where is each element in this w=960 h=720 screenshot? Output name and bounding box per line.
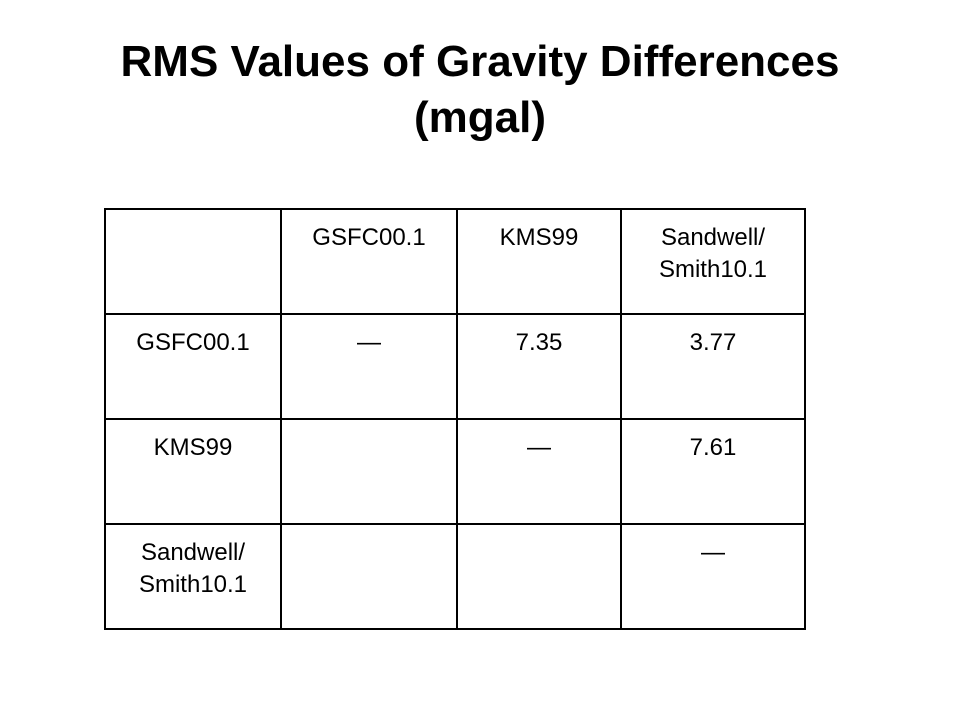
slide-title-line-1: RMS Values of Gravity Differences bbox=[120, 37, 840, 86]
table-cell: — bbox=[280, 313, 458, 420]
table-cell: — bbox=[620, 523, 806, 630]
table-row: GSFC00.1 — 7.35 3.77 bbox=[104, 313, 806, 420]
table-cell: — bbox=[456, 418, 622, 525]
table-cell bbox=[280, 523, 458, 630]
column-header-kms: KMS99 bbox=[456, 208, 622, 315]
table-row: Sandwell/ Smith10.1 — bbox=[104, 523, 806, 630]
rms-comparison-table: GSFC00.1 KMS99 Sandwell/ Smith10.1 GSFC0… bbox=[104, 208, 806, 630]
slide-title: RMS Values of Gravity Differences (mgal) bbox=[0, 34, 960, 146]
row-header-kms: KMS99 bbox=[104, 418, 282, 525]
table-corner-cell bbox=[104, 208, 282, 315]
row-header-sandwell-smith-line-2: Smith10.1 bbox=[138, 571, 248, 598]
table-header-row: GSFC00.1 KMS99 Sandwell/ Smith10.1 bbox=[104, 208, 806, 315]
row-header-sandwell-smith-line-1: Sandwell/ bbox=[140, 539, 246, 566]
table-cell: 3.77 bbox=[620, 313, 806, 420]
column-header-sandwell-smith-line-2: Smith10.1 bbox=[658, 256, 768, 283]
row-header-gsfc: GSFC00.1 bbox=[104, 313, 282, 420]
column-header-gsfc: GSFC00.1 bbox=[280, 208, 458, 315]
table-cell: 7.61 bbox=[620, 418, 806, 525]
row-header-sandwell-smith: Sandwell/ Smith10.1 bbox=[104, 523, 282, 630]
column-header-sandwell-smith: Sandwell/ Smith10.1 bbox=[620, 208, 806, 315]
table-cell: 7.35 bbox=[456, 313, 622, 420]
column-header-sandwell-smith-line-1: Sandwell/ bbox=[660, 224, 766, 251]
table-cell bbox=[456, 523, 622, 630]
table-cell bbox=[280, 418, 458, 525]
slide-title-line-2: (mgal) bbox=[414, 93, 546, 142]
table-row: KMS99 — 7.61 bbox=[104, 418, 806, 525]
